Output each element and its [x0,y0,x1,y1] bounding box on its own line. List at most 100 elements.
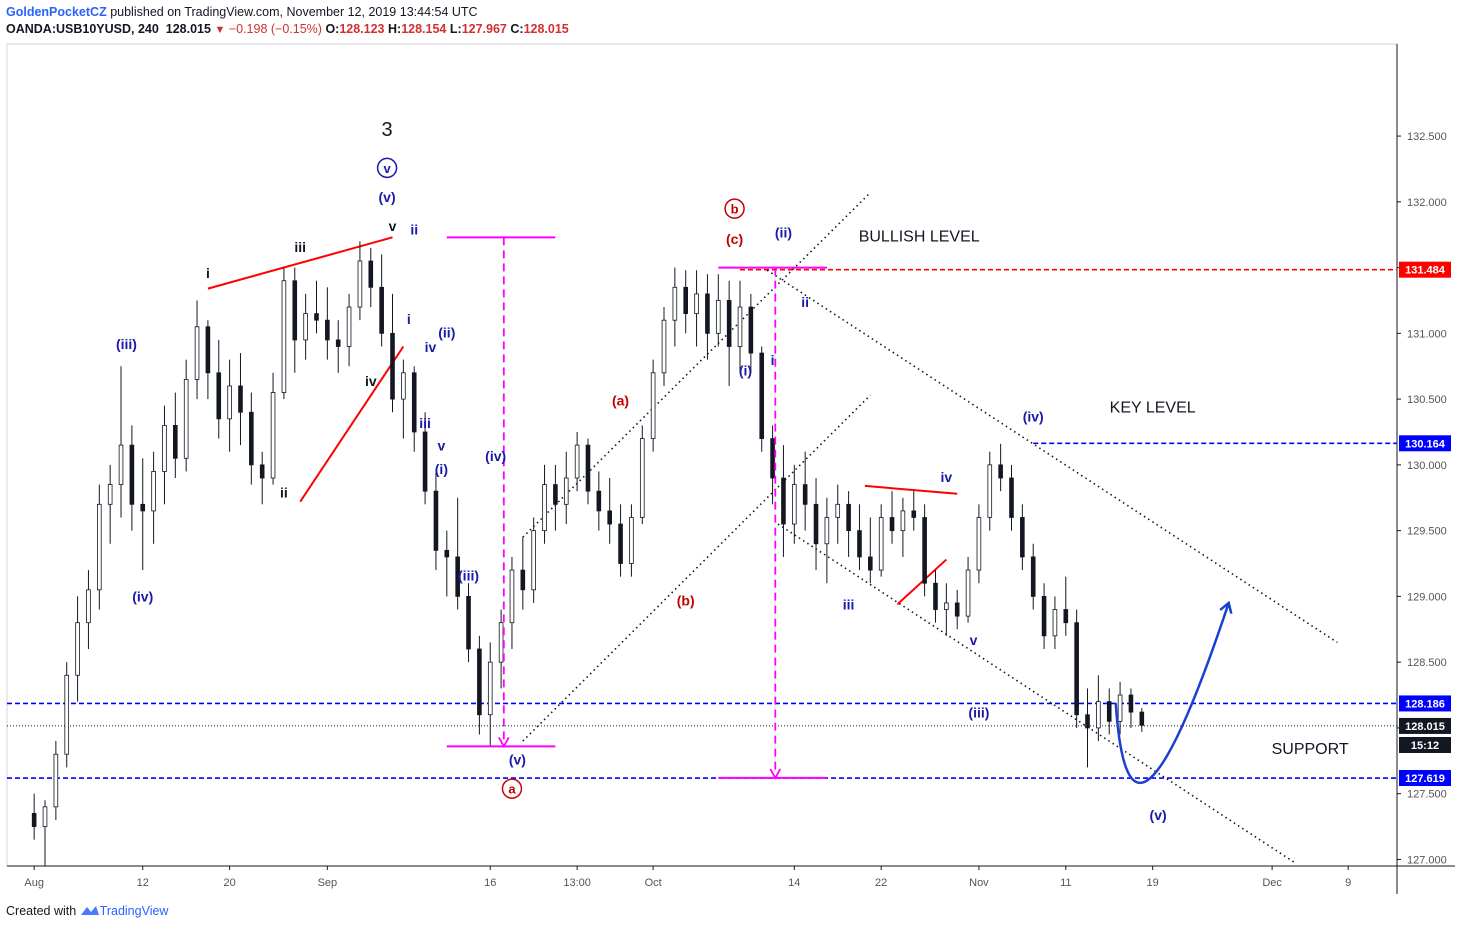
candle-body[interactable] [531,530,536,591]
candle-body[interactable] [661,319,667,374]
candle-body[interactable] [520,569,526,591]
candle-body[interactable] [194,326,200,380]
candle-body[interactable] [976,517,982,571]
candle-body[interactable] [487,661,493,716]
forecast-curve[interactable] [1114,602,1230,785]
candle-body[interactable] [607,510,612,525]
candle-body[interactable] [868,556,873,571]
candle-body[interactable] [1020,517,1025,558]
candle-body[interactable] [1106,701,1112,722]
price-chart[interactable]: 127.000127.500128.000128.500129.000129.5… [0,40,1460,895]
candle-body[interactable] [357,260,363,308]
candle-body[interactable] [694,293,699,315]
author-name[interactable]: GoldenPocketCZ [6,5,107,19]
candle-body[interactable] [726,300,732,347]
wedge-trendline[interactable] [299,345,405,503]
plot-area[interactable] [6,43,1398,867]
candle-body[interactable] [259,464,265,479]
candle-body[interactable] [933,582,938,610]
candle-body[interactable] [97,503,102,591]
candle-body[interactable] [42,806,48,827]
tradingview-brand[interactable]: TradingView [99,904,169,918]
candle-body[interactable] [922,517,927,584]
candle-body[interactable] [292,280,298,341]
wedge-trendline[interactable] [896,558,948,606]
candle-body[interactable] [422,431,428,492]
candle-body[interactable] [498,622,504,663]
candle-body[interactable] [205,326,211,374]
candle-body[interactable] [1096,701,1101,729]
candle-body[interactable] [173,425,178,459]
candle-body[interactable] [987,464,993,518]
channel-trendline[interactable] [766,269,1338,644]
candle-body[interactable] [759,352,765,439]
candle-body[interactable] [792,484,797,525]
candle-body[interactable] [335,339,341,347]
candle-body[interactable] [411,372,417,433]
candle-body[interactable] [1009,477,1014,518]
candle-body[interactable] [650,372,656,439]
candle-body[interactable] [802,484,808,505]
candle-body[interactable] [303,313,308,341]
candle-body[interactable] [1117,694,1123,722]
candle-body[interactable] [965,569,971,617]
wedge-trendline[interactable] [864,484,958,495]
candle-body[interactable] [1030,556,1036,597]
candle-body[interactable] [379,286,384,334]
candle-body[interactable] [542,484,547,532]
candle-body[interactable] [118,444,124,485]
candle-body[interactable] [151,471,156,512]
candle-body[interactable] [1052,609,1058,637]
candle-body[interactable] [53,753,59,808]
candle-body[interactable] [270,392,276,479]
candle-body[interactable] [835,503,841,518]
candle-body[interactable] [846,503,851,532]
candle-body[interactable] [889,517,895,532]
candle-body[interactable] [553,484,558,505]
candle-body[interactable] [944,602,949,610]
candle-body[interactable] [466,595,471,650]
candle-body[interactable] [672,286,678,321]
candle-body[interactable] [162,425,167,472]
candle-body[interactable] [238,385,243,413]
wedge-trendline[interactable] [207,236,393,290]
candle-body[interactable] [737,306,743,347]
candle-body[interactable] [1074,622,1079,716]
candle-body[interactable] [900,510,906,532]
candle-body[interactable] [281,280,287,393]
candle-body[interactable] [563,477,569,505]
candle-body[interactable] [748,306,754,354]
candle-body[interactable] [107,484,113,505]
candle-body[interactable] [401,372,406,400]
candle-body[interactable] [390,332,395,400]
candle-body[interactable] [813,503,819,545]
candle-body[interactable] [75,622,80,676]
candle-body[interactable] [1041,595,1047,637]
channel-trendline[interactable] [522,394,871,742]
candle-body[interactable] [216,372,222,420]
candle-body[interactable] [574,444,580,479]
candle-body[interactable] [477,648,482,716]
candle-body[interactable] [86,589,91,624]
candle-body[interactable] [618,523,623,564]
candle-body[interactable] [346,306,352,347]
candle-body[interactable] [249,411,254,466]
candle-body[interactable] [325,319,330,341]
candle-body[interactable] [433,490,439,551]
candle-body[interactable] [824,517,830,545]
candle-body[interactable] [140,503,146,512]
candle-body[interactable] [585,444,591,492]
candle-body[interactable] [1085,714,1090,729]
candle-body[interactable] [911,510,917,518]
candle-body[interactable] [857,530,862,558]
candle-body[interactable] [639,438,645,518]
candle-body[interactable] [781,477,786,525]
candle-body[interactable] [31,812,37,827]
candle-body[interactable] [368,260,374,288]
candle-body[interactable] [183,378,189,459]
candle-body[interactable] [629,517,634,564]
candle-body[interactable] [1139,711,1145,726]
candle-body[interactable] [878,517,884,571]
candle-body[interactable] [227,385,232,420]
candle-body[interactable] [954,602,960,617]
